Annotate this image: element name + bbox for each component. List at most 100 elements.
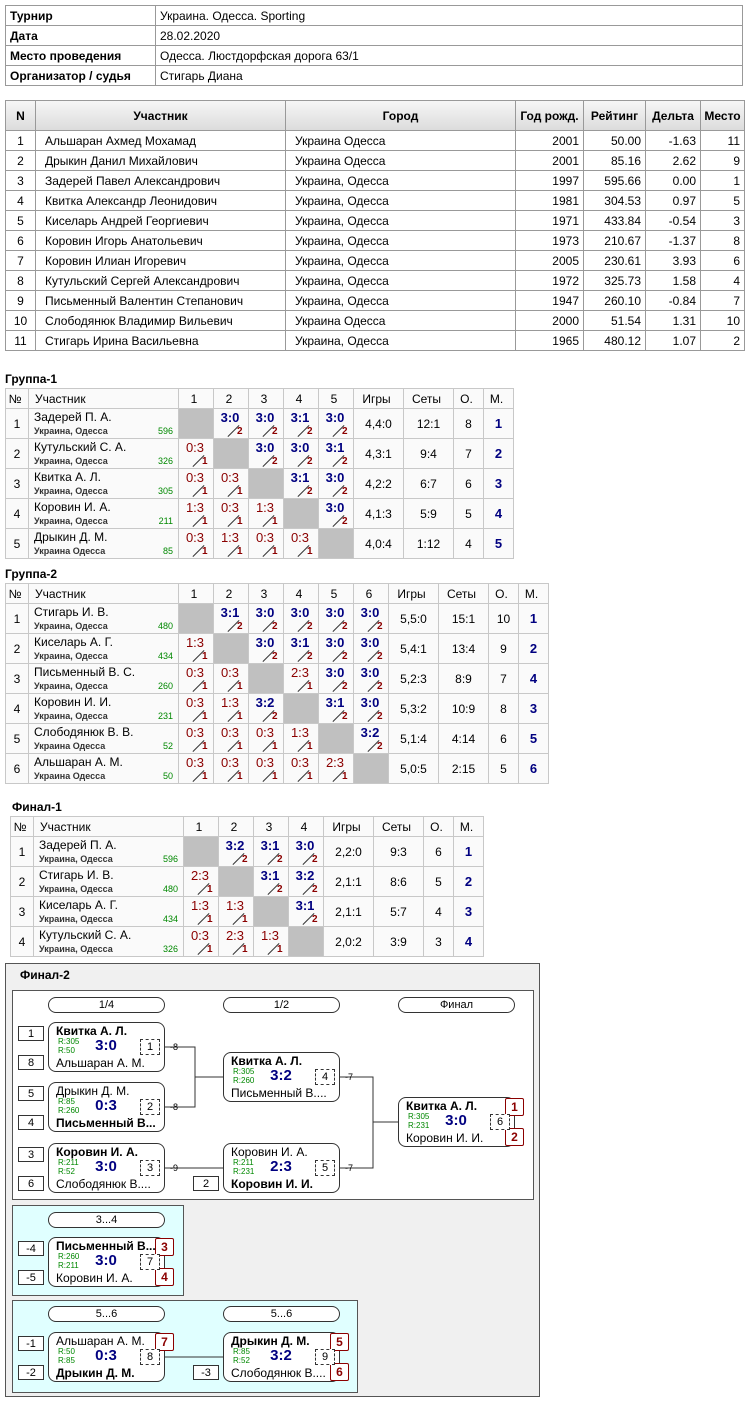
place: 1: [483, 408, 514, 439]
table-cell: Украина Одесса: [285, 130, 516, 151]
diagonal-cell: [288, 926, 324, 957]
row-number: 3: [10, 896, 34, 927]
player-name: Стигарь И. В.: [39, 868, 114, 882]
points: 8: [488, 693, 519, 724]
info-label: Дата: [5, 25, 156, 46]
match-points: 1: [202, 456, 208, 467]
table-cell: Украина, Одесса: [285, 330, 516, 351]
header-cell: Игры: [323, 816, 374, 837]
player-city: Украина, Одесса: [34, 651, 108, 661]
header-cell: 4: [288, 816, 324, 837]
table-cell: 1981: [515, 190, 584, 211]
final-place: 6: [330, 1363, 349, 1381]
table-cell: 1965: [515, 330, 584, 351]
player-rating: 480: [162, 884, 178, 894]
player-rating: R:260: [58, 1252, 80, 1261]
games: 2,0:2: [323, 926, 374, 957]
table-cell: 260.10: [583, 290, 646, 311]
table-cell: 2.62: [645, 150, 701, 171]
final-place: 5: [330, 1333, 349, 1351]
match-points: 1: [342, 771, 348, 782]
sets: 3:9: [373, 926, 424, 957]
table-cell: 2001: [515, 130, 584, 151]
info-label: Турнир: [5, 5, 156, 26]
match-points: 2: [342, 456, 348, 467]
diagonal-cell: [183, 836, 219, 867]
diagonal-cell: [318, 723, 354, 754]
table-cell: Украина Одесса: [285, 150, 516, 171]
match-score: 3:0: [295, 838, 315, 853]
diagonal-cell: [213, 438, 249, 469]
match-points: 2: [272, 711, 278, 722]
points: 4: [453, 528, 484, 559]
match-points: 1: [237, 771, 243, 782]
games: 2,1:1: [323, 896, 374, 927]
header-cell: Сеты: [373, 816, 424, 837]
match-points: 2: [237, 426, 243, 437]
player-name: Квитка А. Л.: [56, 1024, 128, 1038]
table-cell: 50.00: [583, 130, 646, 151]
header-cell: Сеты: [403, 388, 454, 409]
player-rating: 596: [162, 854, 178, 864]
points: 10: [488, 603, 519, 634]
player-city: Украина, Одесса: [34, 486, 108, 496]
match-points: 1: [242, 914, 248, 925]
seed: -4: [18, 1241, 44, 1256]
header-cell: О.: [423, 816, 454, 837]
row-number: 4: [10, 926, 34, 957]
match-points: 2: [307, 651, 313, 662]
final2-title: Финал-2: [20, 968, 70, 982]
match-score: 3:0: [325, 635, 345, 650]
seed: -3: [193, 1365, 219, 1380]
loser-to: -8: [170, 1102, 179, 1112]
player-city: Украина Одесса: [34, 741, 106, 751]
header-cell: 4: [283, 583, 319, 604]
loser-to: -8: [170, 1042, 179, 1052]
match-score: 3:1: [290, 470, 310, 485]
player-cell: [28, 498, 179, 529]
player-name: Слободянюк В....: [231, 1366, 326, 1380]
table-cell: Украина, Одесса: [285, 210, 516, 231]
match-points: 2: [277, 884, 283, 895]
info-value: 28.02.2020: [155, 25, 743, 46]
header-cell: Дельта: [645, 100, 701, 131]
match-points: 2: [342, 621, 348, 632]
table-cell: 11: [5, 330, 36, 351]
match-points: 2: [237, 621, 243, 632]
header-cell: 1: [178, 583, 214, 604]
player-rating: 52: [162, 741, 173, 751]
info-label: Организатор / судья: [5, 65, 156, 86]
place: 2: [453, 866, 484, 897]
table-cell: Слободянюк Владимир Вильевич: [35, 310, 286, 331]
table-cell: 9: [700, 150, 745, 171]
match-points: 1: [207, 914, 213, 925]
player-cell: [33, 836, 184, 867]
player-rating: R:50: [58, 1046, 75, 1055]
round-header: 5...6: [48, 1306, 165, 1322]
seed: -1: [18, 1336, 44, 1351]
match-points: 1: [202, 516, 208, 527]
header-cell: 5: [318, 583, 354, 604]
table-cell: Украина, Одесса: [285, 290, 516, 311]
player-rating: R:231: [233, 1167, 255, 1176]
diagonal-cell: [318, 528, 354, 559]
row-number: 4: [5, 498, 29, 529]
games: 2,2:0: [323, 836, 374, 867]
player-city: Украина, Одесса: [39, 854, 113, 864]
match-score: 3:0: [360, 695, 380, 710]
player-city: Украина, Одесса: [34, 711, 108, 721]
match-points: 2: [272, 651, 278, 662]
games: 4,0:4: [353, 528, 404, 559]
player-name: Кутульский С. А.: [34, 440, 127, 454]
match-score: 0:3: [185, 530, 205, 545]
header-cell: Сеты: [438, 583, 489, 604]
match-score: 3:0: [290, 605, 310, 620]
place: 2: [518, 633, 549, 664]
player-name: Стигарь И. В.: [34, 605, 109, 619]
player-rating: R:305: [233, 1067, 255, 1076]
match-points: 1: [202, 711, 208, 722]
games: 4,4:0: [353, 408, 404, 439]
header-cell: 1: [178, 388, 214, 409]
table-cell: 304.53: [583, 190, 646, 211]
points: 7: [453, 438, 484, 469]
